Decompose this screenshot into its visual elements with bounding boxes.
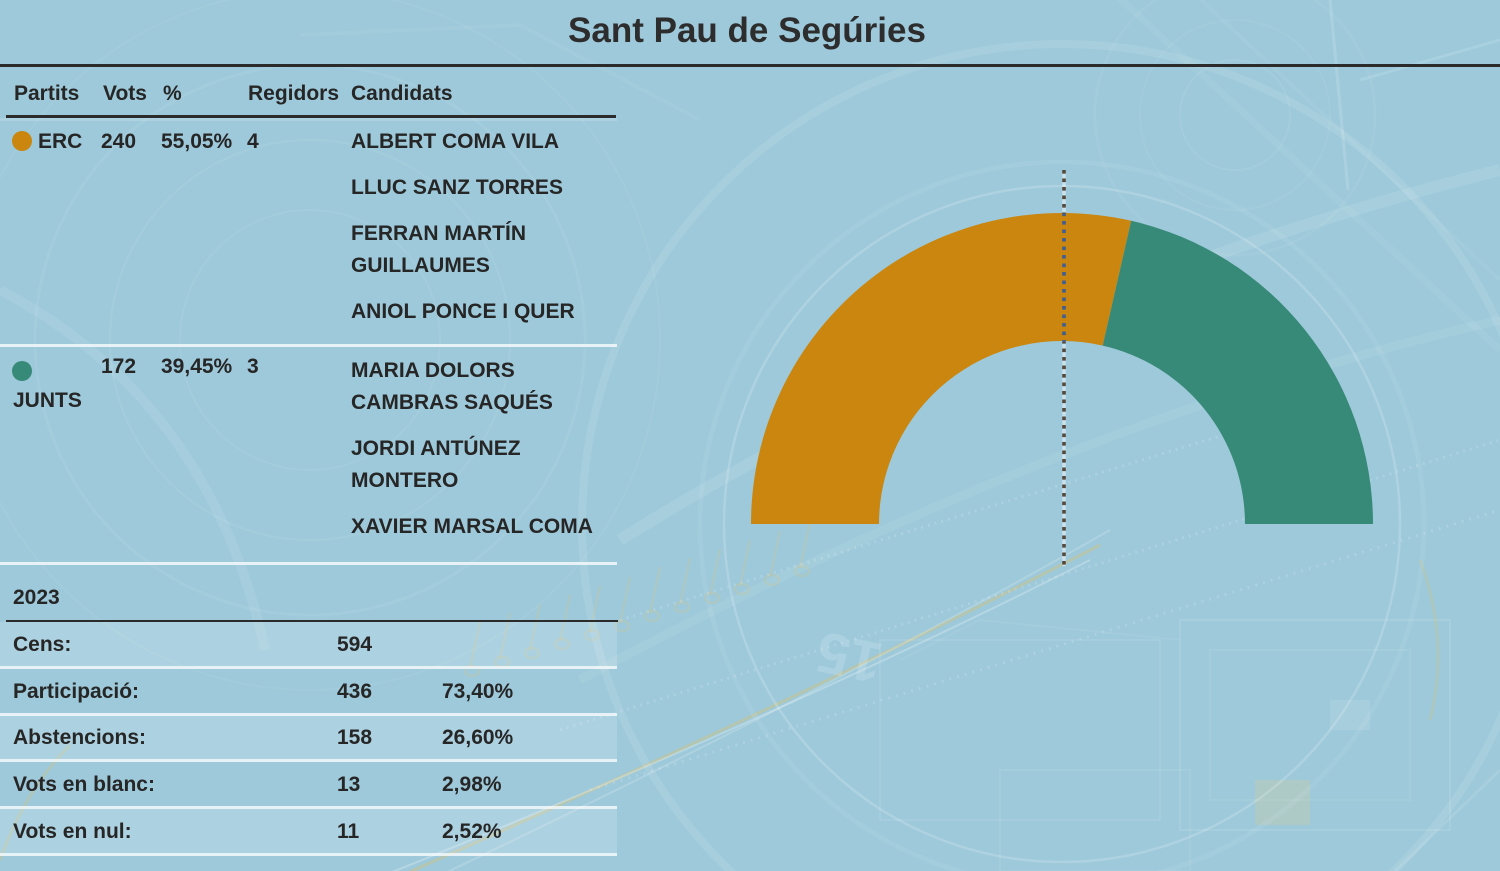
svg-text:15: 15 — [811, 619, 888, 696]
